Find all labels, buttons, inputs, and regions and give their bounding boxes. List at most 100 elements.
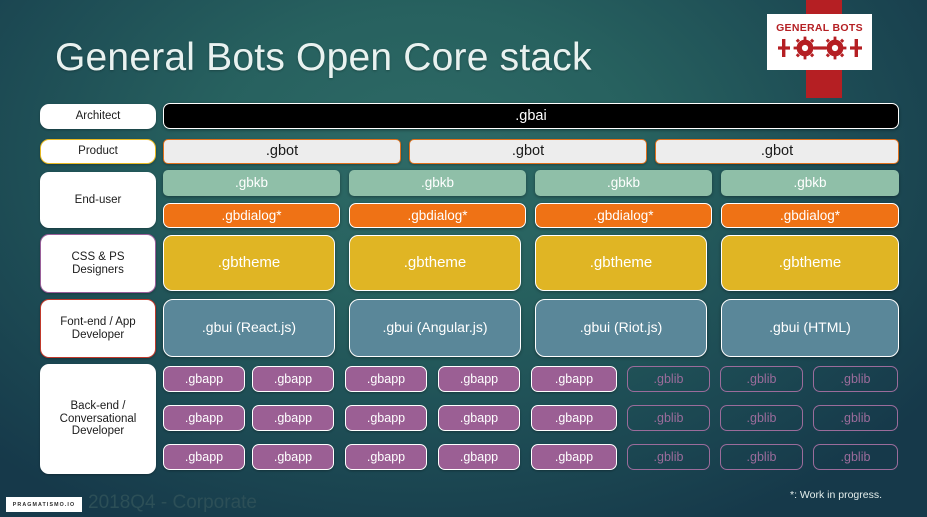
sidebar-item-label: CSS & PS Designers	[71, 250, 125, 276]
gbui-label: .gbui (React.js)	[201, 319, 297, 336]
gbui-label: .gbui (Riot.js)	[579, 319, 663, 336]
gbkb-label: .gbkb	[606, 175, 641, 191]
gbapp-label: .gbapp	[366, 411, 406, 425]
gbtheme-box-4[interactable]: .gbtheme	[721, 235, 899, 291]
gbapp-label: .gbapp	[554, 372, 594, 386]
sidebar-item-architect[interactable]: Architect	[40, 104, 156, 129]
gbdialog-box-1[interactable]: .gbdialog*	[163, 203, 340, 228]
gblib-label: .gblib	[840, 450, 871, 464]
gbapp-box[interactable]: .gbapp	[345, 405, 427, 431]
gbapp-label: .gbapp	[184, 411, 224, 425]
gbapp-label: .gbapp	[366, 372, 406, 386]
gblib-box[interactable]: .gblib	[627, 405, 710, 431]
gbui-label: .gbui (Angular.js)	[382, 319, 488, 336]
gblib-box[interactable]: .gblib	[720, 405, 803, 431]
gbui-box-html[interactable]: .gbui (HTML)	[721, 299, 899, 357]
gbdialog-box-4[interactable]: .gbdialog*	[721, 203, 899, 228]
sidebar-item-label: Font-end / App Developer	[60, 315, 136, 341]
gbapp-box[interactable]: .gbapp	[252, 444, 334, 470]
pragmatismo-logo: PRAGMATISMO.IO	[6, 497, 82, 512]
gbdialog-box-2[interactable]: .gbdialog*	[349, 203, 526, 228]
gbapp-label: .gbapp	[273, 450, 313, 464]
gbapp-label: .gbapp	[273, 372, 313, 386]
gbkb-label: .gbkb	[793, 175, 827, 191]
gbot-box-3[interactable]: .gbot	[655, 139, 899, 164]
gbapp-box[interactable]: .gbapp	[345, 444, 427, 470]
gbtheme-box-1[interactable]: .gbtheme	[163, 235, 335, 291]
gbapp-label: .gbapp	[459, 450, 499, 464]
gblib-box[interactable]: .gblib	[627, 366, 710, 392]
gbai-label: .gbai	[515, 107, 547, 124]
gbdialog-box-3[interactable]: .gbdialog*	[535, 203, 712, 228]
gbdialog-label: .gbdialog*	[221, 207, 282, 223]
gblib-box[interactable]: .gblib	[813, 444, 898, 470]
gbapp-box[interactable]: .gbapp	[345, 366, 427, 392]
gblib-label: .gblib	[746, 372, 777, 386]
gbot-box-1[interactable]: .gbot	[163, 139, 401, 164]
gbdialog-label: .gbdialog*	[593, 207, 654, 223]
gbtheme-label: .gbtheme	[217, 253, 281, 271]
sidebar-item-label: End-user	[74, 193, 122, 206]
gbkb-box-4[interactable]: .gbkb	[721, 170, 899, 196]
gbkb-label: .gbkb	[234, 175, 269, 191]
gblib-box[interactable]: .gblib	[720, 444, 803, 470]
gblib-box[interactable]: .gblib	[813, 366, 898, 392]
gbapp-box[interactable]: .gbapp	[438, 405, 520, 431]
sidebar-item-label: Product	[78, 145, 118, 158]
gbtheme-box-2[interactable]: .gbtheme	[349, 235, 521, 291]
sidebar-item-label: Architect	[75, 110, 121, 123]
footnote-work-in-progress: *: Work in progress.	[790, 489, 883, 501]
gbui-box-riot[interactable]: .gbui (Riot.js)	[535, 299, 707, 357]
gbui-label: .gbui (HTML)	[769, 319, 851, 336]
gbtheme-label: .gbtheme	[778, 253, 842, 271]
gblib-box[interactable]: .gblib	[813, 405, 898, 431]
gbapp-box[interactable]: .gbapp	[163, 444, 245, 470]
sidebar-item-designers[interactable]: CSS & PS Designers	[40, 234, 156, 293]
gblib-label: .gblib	[840, 372, 871, 386]
gbapp-label: .gbapp	[184, 372, 224, 386]
gbkb-box-3[interactable]: .gbkb	[535, 170, 712, 196]
gbapp-label: .gbapp	[554, 411, 594, 425]
gbapp-box[interactable]: .gbapp	[163, 366, 245, 392]
gbtheme-box-3[interactable]: .gbtheme	[535, 235, 707, 291]
gbapp-box[interactable]: .gbapp	[531, 405, 617, 431]
gblib-label: .gblib	[840, 411, 871, 425]
gbapp-box[interactable]: .gbapp	[531, 444, 617, 470]
gbui-box-react[interactable]: .gbui (React.js)	[163, 299, 335, 357]
gblib-box[interactable]: .gblib	[720, 366, 803, 392]
gbapp-label: .gbapp	[366, 450, 406, 464]
gbui-box-angular[interactable]: .gbui (Angular.js)	[349, 299, 521, 357]
gbkb-box-2[interactable]: .gbkb	[349, 170, 526, 196]
gbtheme-label: .gbtheme	[403, 253, 467, 271]
gbai-bar[interactable]: .gbai	[163, 103, 899, 129]
gbot-label: .gbot	[511, 143, 545, 160]
gblib-box[interactable]: .gblib	[627, 444, 710, 470]
logo-wordmark: GENERAL BOTS	[776, 22, 863, 35]
gbapp-box[interactable]: .gbapp	[438, 444, 520, 470]
gears-icon	[777, 36, 862, 60]
gbapp-label: .gbapp	[554, 450, 594, 464]
gbdialog-label: .gbdialog*	[407, 207, 468, 223]
gblib-label: .gblib	[653, 411, 684, 425]
gbapp-box[interactable]: .gbapp	[163, 405, 245, 431]
gbapp-box[interactable]: .gbapp	[531, 366, 617, 392]
gblib-label: .gblib	[746, 450, 777, 464]
gbapp-box[interactable]: .gbapp	[438, 366, 520, 392]
gbtheme-label: .gbtheme	[589, 253, 653, 271]
gbapp-box[interactable]: .gbapp	[252, 405, 334, 431]
gbot-box-2[interactable]: .gbot	[409, 139, 647, 164]
sidebar-item-end-user[interactable]: End-user	[40, 172, 156, 228]
gbot-label: .gbot	[760, 143, 794, 160]
gblib-label: .gblib	[653, 450, 684, 464]
gbapp-label: .gbapp	[459, 411, 499, 425]
sidebar-item-label: Back-end / Conversational Developer	[59, 399, 137, 438]
sidebar-item-frontend[interactable]: Font-end / App Developer	[40, 299, 156, 358]
sidebar-item-product[interactable]: Product	[40, 139, 156, 164]
gbapp-label: .gbapp	[459, 372, 499, 386]
page-title: General Bots Open Core stack	[55, 36, 592, 79]
gbkb-box-1[interactable]: .gbkb	[163, 170, 340, 196]
gbapp-box[interactable]: .gbapp	[252, 366, 334, 392]
sidebar-item-backend[interactable]: Back-end / Conversational Developer	[40, 364, 156, 474]
general-bots-logo: GENERAL BOTS	[767, 14, 872, 70]
